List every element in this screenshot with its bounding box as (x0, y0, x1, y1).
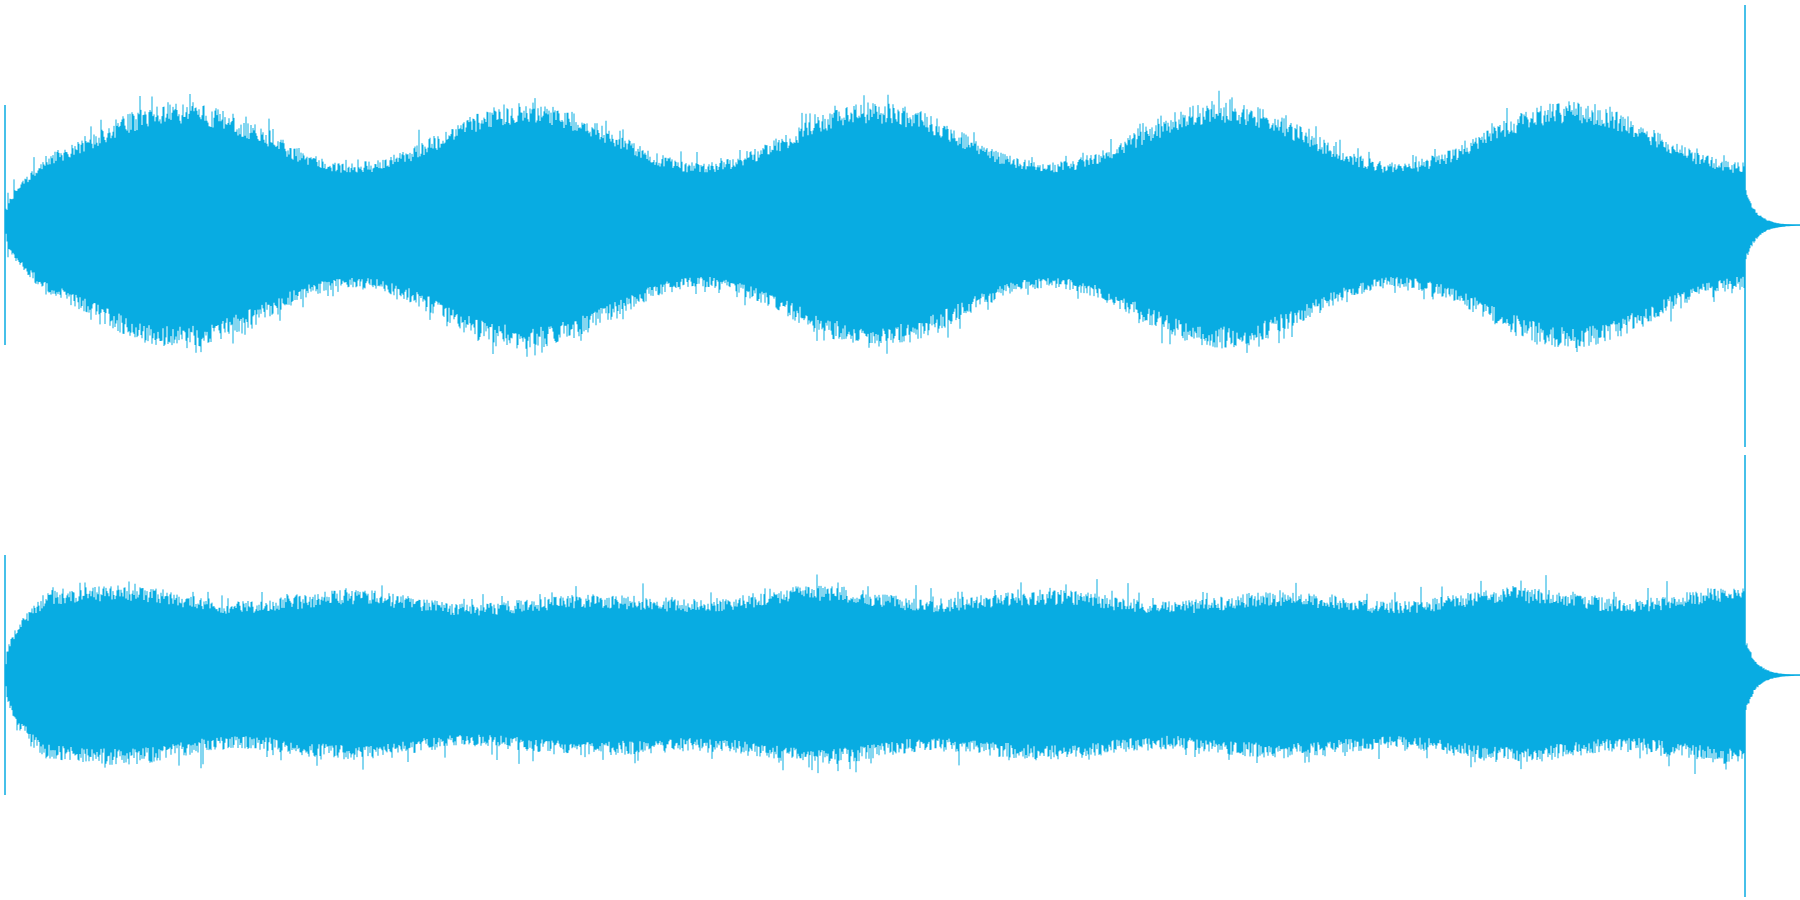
waveform-samples (4, 5, 1800, 447)
channel-2-waveform-graphic (4, 455, 1800, 897)
waveform-body (5, 90, 1800, 357)
waveform-samples (4, 455, 1800, 897)
channel-1-waveform-graphic (4, 5, 1800, 447)
channel-2-waveform[interactable] (0, 450, 1800, 900)
channel-1-waveform[interactable] (0, 0, 1800, 450)
